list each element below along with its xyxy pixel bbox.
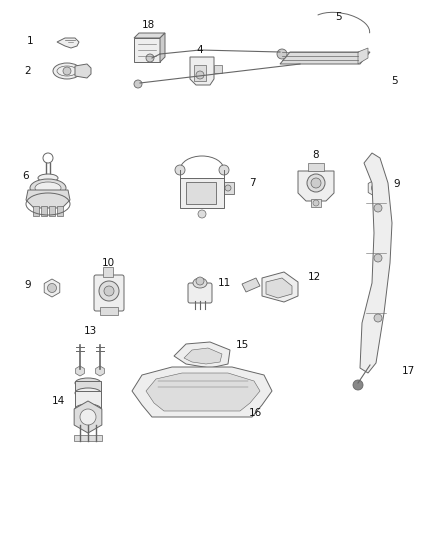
Bar [75, 391, 101, 409]
Text: 5: 5 [335, 12, 341, 22]
Ellipse shape [30, 179, 66, 197]
Ellipse shape [75, 404, 101, 414]
FancyBboxPatch shape [94, 275, 124, 311]
Circle shape [198, 210, 206, 218]
Text: 7: 7 [249, 178, 255, 188]
Text: 6: 6 [23, 171, 29, 181]
Circle shape [80, 409, 96, 425]
Circle shape [43, 153, 53, 163]
Text: 11: 11 [217, 278, 231, 288]
Text: 5: 5 [392, 76, 398, 86]
Polygon shape [44, 279, 60, 297]
Bar [41, 206, 47, 216]
Polygon shape [184, 348, 222, 364]
Bar [134, 38, 160, 62]
Bar [75, 381, 101, 393]
Polygon shape [134, 33, 165, 38]
Polygon shape [26, 190, 70, 208]
Polygon shape [242, 278, 260, 292]
Bar [74, 435, 102, 441]
Circle shape [371, 183, 381, 192]
Ellipse shape [193, 278, 207, 288]
Circle shape [374, 254, 382, 262]
Ellipse shape [35, 182, 61, 194]
Circle shape [277, 49, 287, 59]
Circle shape [175, 165, 185, 175]
Bar [49, 206, 55, 216]
Circle shape [63, 67, 71, 75]
Circle shape [196, 71, 204, 79]
Text: 18: 18 [141, 20, 155, 30]
Text: 2: 2 [25, 66, 31, 76]
Bar [103, 267, 113, 277]
Text: 9: 9 [394, 179, 400, 189]
Bar [100, 307, 118, 315]
Polygon shape [160, 33, 165, 62]
Text: 13: 13 [83, 326, 97, 336]
Polygon shape [146, 373, 260, 411]
Circle shape [311, 178, 321, 188]
Circle shape [99, 281, 119, 301]
Circle shape [313, 200, 319, 206]
Polygon shape [266, 278, 292, 298]
Ellipse shape [38, 174, 58, 182]
Bar [186, 182, 216, 204]
Circle shape [374, 204, 382, 212]
Text: 10: 10 [102, 258, 115, 268]
Polygon shape [298, 171, 334, 201]
Ellipse shape [75, 388, 101, 398]
Circle shape [134, 80, 142, 88]
Ellipse shape [53, 63, 81, 79]
Bar [33, 206, 39, 216]
Text: 16: 16 [248, 408, 261, 418]
Bar [57, 206, 63, 216]
Polygon shape [360, 153, 392, 373]
Polygon shape [358, 48, 368, 64]
Polygon shape [76, 366, 85, 376]
Circle shape [219, 165, 229, 175]
Text: 8: 8 [313, 150, 319, 160]
Circle shape [104, 286, 114, 296]
Bar [311, 199, 321, 207]
Text: 15: 15 [235, 340, 249, 350]
Polygon shape [190, 57, 214, 85]
Ellipse shape [75, 378, 101, 388]
Text: 12: 12 [307, 272, 321, 282]
Circle shape [196, 277, 204, 285]
Circle shape [307, 174, 325, 192]
Polygon shape [57, 38, 79, 48]
Text: 4: 4 [197, 45, 203, 55]
Polygon shape [74, 401, 102, 433]
Bar [180, 178, 224, 208]
Circle shape [353, 380, 363, 390]
Text: 17: 17 [401, 366, 415, 376]
Circle shape [47, 284, 57, 293]
Text: 14: 14 [51, 396, 65, 406]
Polygon shape [224, 182, 234, 194]
Polygon shape [214, 65, 222, 73]
Polygon shape [280, 52, 370, 64]
Bar [308, 163, 324, 171]
Circle shape [374, 314, 382, 322]
Bar [194, 65, 206, 81]
Polygon shape [174, 342, 230, 368]
Text: 1: 1 [27, 36, 33, 46]
Polygon shape [75, 64, 91, 78]
Polygon shape [95, 366, 104, 376]
FancyBboxPatch shape [188, 283, 212, 303]
Polygon shape [368, 179, 384, 197]
Polygon shape [132, 367, 272, 417]
Polygon shape [262, 272, 298, 302]
Circle shape [146, 54, 154, 62]
Circle shape [225, 185, 231, 191]
Text: 9: 9 [25, 280, 31, 290]
